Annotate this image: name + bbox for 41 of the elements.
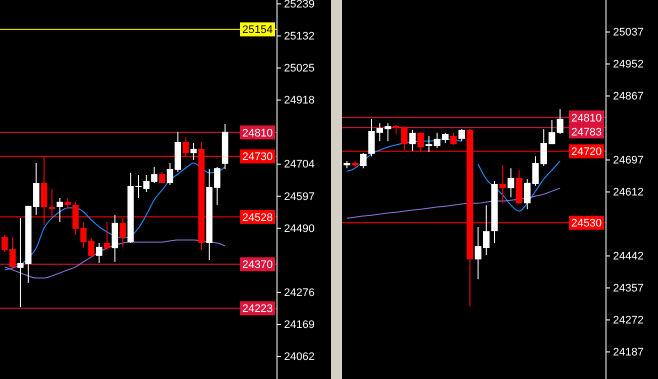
candlestick [96, 242, 102, 264]
ref-line-label: 24720 [571, 146, 602, 158]
ref-line-label: 24730 [242, 151, 273, 164]
candlestick [409, 130, 416, 151]
y-tick-label: 24697 [613, 154, 644, 166]
candlestick [56, 198, 63, 222]
ref-line-label: 24810 [571, 112, 602, 124]
ref-line-label: 24223 [242, 303, 273, 316]
y-tick-label: 25025 [284, 62, 315, 75]
ref-line-label: 24783 [571, 126, 602, 138]
ref-line-label: 24810 [242, 127, 273, 140]
ref-line-label: 24530 [571, 218, 602, 230]
candlestick [499, 165, 506, 204]
line-series [4, 239, 226, 279]
candlestick [112, 214, 118, 262]
y-tick-label: 24442 [613, 250, 644, 262]
y-tick-label: 24612 [613, 186, 644, 198]
y-tick-label: 24704 [284, 158, 315, 171]
y-tick-label: 24062 [284, 351, 315, 364]
y-tick-label: 25239 [284, 0, 315, 10]
line-series [346, 188, 561, 219]
y-tick-label: 24918 [284, 94, 315, 107]
candlestick [491, 181, 498, 244]
y-tick-label: 25132 [284, 30, 315, 42]
candlestick [450, 132, 457, 145]
ref-line-label: 25154 [242, 24, 273, 36]
ref-line-label: 24528 [242, 212, 273, 224]
y-tick-label: 24187 [613, 346, 644, 358]
y-tick-label: 24276 [284, 286, 315, 299]
y-tick-label: 25037 [613, 26, 644, 39]
line-series [4, 162, 226, 270]
y-tick-label: 24597 [284, 190, 315, 203]
candlestick [426, 136, 432, 152]
y-tick-label: 24357 [613, 282, 644, 294]
candlestick [64, 198, 71, 209]
y-tick-label: 24490 [284, 222, 315, 235]
ref-line-label: 24370 [242, 259, 273, 272]
y-tick-label: 24952 [613, 58, 644, 70]
y-tick-label: 24169 [284, 318, 315, 331]
y-tick-label: 24272 [613, 314, 644, 326]
y-tick-label: 24867 [613, 90, 644, 102]
